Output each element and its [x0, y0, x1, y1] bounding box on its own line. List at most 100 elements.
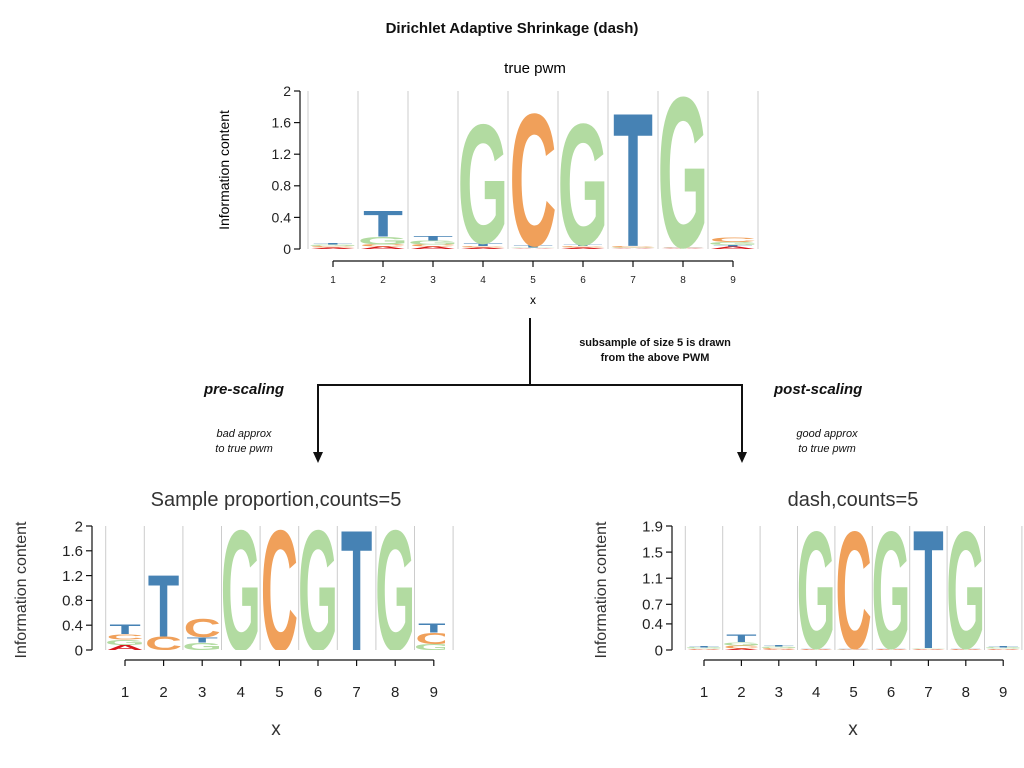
x-tick-label: 8	[680, 275, 686, 286]
approx-note-right-line1: good approx	[796, 428, 858, 440]
x-tick-label: 8	[962, 684, 970, 701]
logo-body-right: 00.40.71.11.51.91 2 3 4 5 6 7 8 9ACGTACGTACGTACT…	[642, 498, 1023, 701]
logo-letter-G: G	[608, 247, 659, 248]
x-tick-label: 1	[330, 275, 336, 286]
subsample-note: subsample of size 5 is drawn from the ab…	[540, 336, 770, 366]
y-tick-label: 1.1	[642, 570, 663, 587]
approx-note-left: bad approx to true pwm	[184, 427, 304, 457]
logo-letter-C: C	[559, 245, 606, 247]
arrow-head-left	[313, 452, 323, 463]
y-tick-label: 0	[75, 642, 83, 659]
x-tick-label: 9	[430, 684, 438, 701]
x-tick-label: 1	[121, 684, 129, 701]
x-tick-label: 8	[391, 684, 399, 701]
logo-letter-A: A	[985, 649, 1021, 650]
logo-letter-C: C	[309, 245, 356, 247]
logo-letter-T: T	[418, 621, 450, 635]
logo-letter-T: T	[187, 636, 219, 645]
logo-letter-T: T	[363, 203, 403, 244]
x-tick-label: 6	[887, 684, 895, 701]
logo-letter-C: C	[910, 649, 946, 650]
logo-letter-C: C	[723, 645, 759, 650]
logo-letter-T: T	[988, 646, 1019, 648]
logo-title-right: dash,counts=5	[788, 489, 919, 511]
logo-letter-A: A	[659, 248, 706, 249]
logo-letter-A: A	[106, 644, 143, 652]
x-tick-label: 2	[737, 684, 745, 701]
logo-letter-A: A	[761, 649, 797, 650]
logo-letter-G: G	[722, 641, 761, 646]
logo-letter-G: G	[358, 234, 409, 246]
logo-title-left: Sample proportion,counts=5	[151, 489, 402, 511]
logo-panel-right: dash,counts=5 Information content x 0 0.4…	[593, 489, 1023, 740]
logo-letter-G: G	[984, 647, 1023, 649]
logo-letter-A: A	[459, 247, 506, 249]
logo-title-top: true pwm	[504, 60, 566, 77]
x-tick-label: 5	[530, 275, 536, 286]
logo-letter-T: T	[726, 632, 757, 644]
x-tick-label: 5	[849, 684, 857, 701]
logo-letter-G: G	[458, 90, 509, 280]
logo-letter-G: G	[708, 241, 759, 246]
logo-letter-G: G	[408, 239, 459, 245]
y-tick-label: 0	[283, 241, 291, 257]
logo-letter-G: G	[105, 638, 145, 647]
x-tick-label: 2	[380, 275, 386, 286]
logo-letter-T: T	[689, 646, 720, 648]
logo-letter-C: C	[459, 245, 506, 247]
logo-letter-A: A	[873, 649, 909, 650]
logo-letter-G: G	[759, 646, 798, 648]
branch-label-post-scaling: post-scaling	[774, 381, 863, 398]
logo-letter-G: G	[797, 498, 836, 685]
y-tick-label: 0.7	[642, 597, 663, 614]
x-tick-label: 7	[924, 684, 932, 701]
y-tick-label: 1.2	[62, 568, 83, 585]
y-tick-label: 1.6	[62, 543, 83, 560]
y-tick-label: 0	[655, 642, 663, 659]
logo-letter-T: T	[109, 621, 140, 636]
logo-letter-A: A	[309, 247, 356, 249]
logo-letter-C: C	[985, 649, 1021, 650]
logo-letter-T: T	[341, 494, 372, 686]
logo-letter-G: G	[685, 647, 724, 649]
branch-label-pre-scaling: pre-scaling	[204, 381, 285, 398]
flow-connector	[317, 318, 743, 456]
y-tick-label: 1.2	[272, 146, 292, 162]
logo-letter-A: A	[723, 648, 759, 650]
logo-letter-A: A	[359, 246, 406, 250]
x-tick-label: 6	[314, 684, 322, 701]
logo-letter-G: G	[308, 244, 359, 246]
y-tick-label: 2	[283, 83, 291, 99]
logo-letter-A: A	[910, 649, 946, 650]
logo-letter-C: C	[359, 244, 406, 248]
x-tick-label: 5	[275, 684, 283, 701]
logo-letter-C: C	[509, 74, 556, 285]
logo-letter-C: C	[686, 649, 722, 650]
logo-letter-C: C	[836, 498, 872, 685]
y-tick-label: 0.4	[62, 617, 83, 634]
x-tick-label: 4	[812, 684, 820, 701]
x-tick-label: 6	[580, 275, 586, 286]
logo-letter-T: T	[764, 645, 795, 647]
y-tick-label: 0.4	[642, 616, 663, 633]
approx-note-left-line2: to true pwm	[215, 443, 273, 455]
logo-letter-T: T	[713, 245, 753, 247]
logo-panel-left: Sample proportion,counts=5 Information c…	[13, 489, 454, 740]
arrow-head-right	[737, 452, 747, 463]
logo-letter-C: C	[709, 236, 756, 243]
x-tick-label: 1	[700, 684, 708, 701]
y-tick-label: 1.5	[642, 544, 663, 561]
logo-letter-A: A	[948, 649, 984, 650]
logo-letter-C: C	[798, 649, 834, 650]
y-tick-label: 1.9	[642, 518, 663, 535]
logo-letter-G: G	[946, 498, 985, 685]
logo-letter-A: A	[409, 246, 456, 250]
logo-letter-C: C	[415, 630, 452, 647]
subsample-note-line1: subsample of size 5 is drawn	[579, 337, 731, 349]
logo-letter-C: C	[409, 244, 456, 248]
y-tick-label: 1.6	[272, 115, 292, 131]
x-axis-label-top: x	[530, 293, 536, 307]
